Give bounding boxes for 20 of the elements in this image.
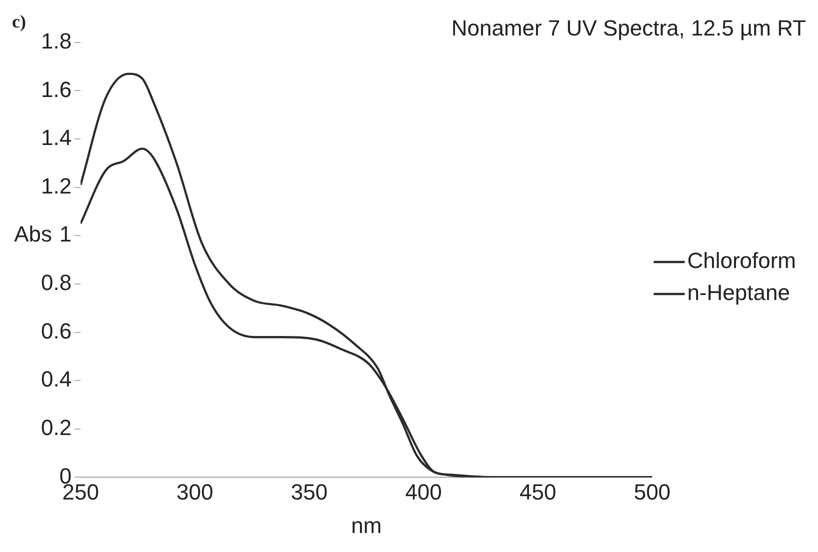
y-tick-label: 0.4 (40, 366, 72, 392)
x-tick-label: 400 (405, 479, 442, 504)
y-tick-label: 1.6 (40, 76, 72, 102)
y-tick-label: 1.2 (40, 173, 72, 198)
y-tick-label: 1.4 (40, 125, 72, 150)
chart-title: Nonamer 7 UV Spectra, 12.5 µm RT (451, 15, 806, 40)
x-tick-label: 350 (290, 479, 328, 504)
y-tick-label: 1.8 (40, 28, 72, 54)
text: c) (12, 12, 26, 32)
y-tick-label: 1 (59, 222, 72, 247)
x-axis-title: nm (351, 512, 382, 538)
y-axis-title: Abs (14, 222, 52, 247)
x-tick-label: 500 (634, 479, 671, 504)
y-tick-label: 0.8 (40, 270, 72, 296)
legend-label: n-Heptane (687, 280, 790, 306)
y-tick-label: 0.6 (40, 318, 72, 344)
y-tick-label: 0.2 (40, 414, 72, 440)
x-tick-label: 300 (176, 479, 214, 504)
x-tick-label: 450 (520, 479, 556, 504)
legend-label: Chloroform (687, 248, 796, 274)
